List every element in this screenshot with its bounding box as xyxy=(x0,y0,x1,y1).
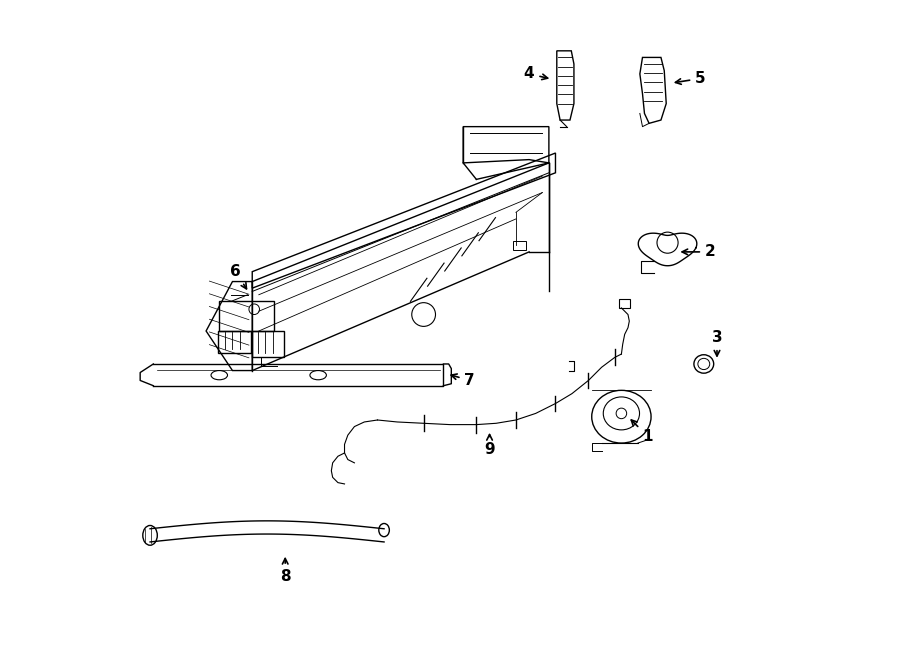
Text: 3: 3 xyxy=(712,330,723,356)
Text: 7: 7 xyxy=(451,373,475,388)
Text: 4: 4 xyxy=(524,66,548,81)
Text: 5: 5 xyxy=(675,71,706,86)
Text: 1: 1 xyxy=(631,420,653,444)
Text: 9: 9 xyxy=(484,434,495,457)
Text: 2: 2 xyxy=(682,244,716,260)
Text: 6: 6 xyxy=(230,264,247,289)
Text: 8: 8 xyxy=(280,559,291,584)
